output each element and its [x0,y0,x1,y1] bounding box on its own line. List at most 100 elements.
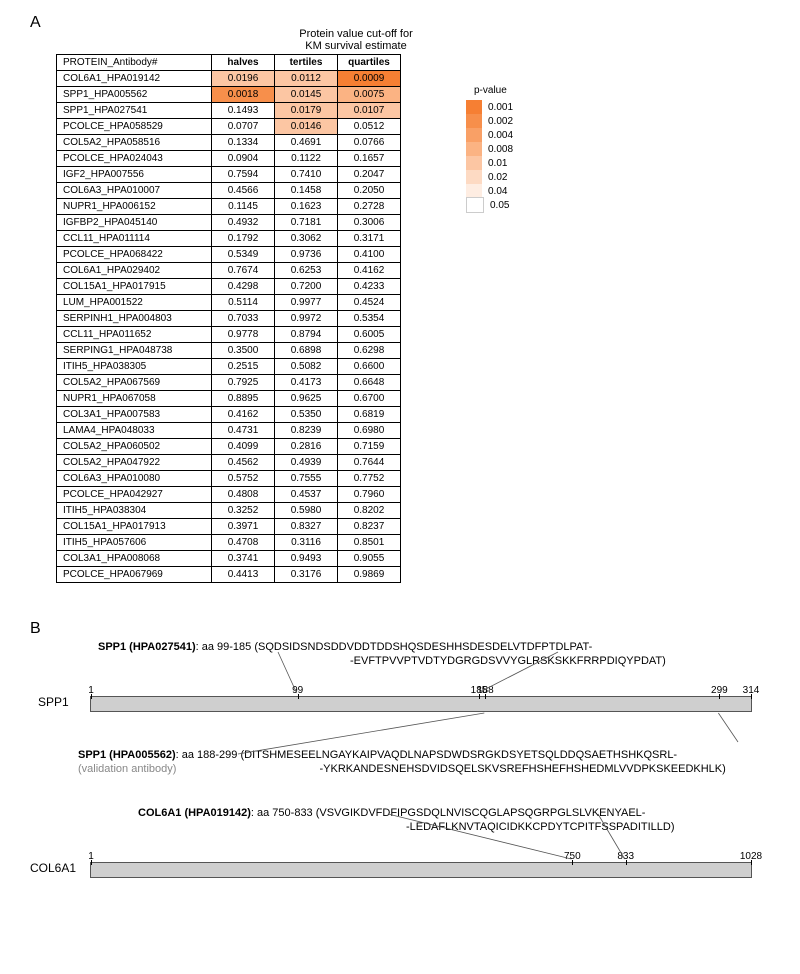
cell-quartiles: 0.2050 [338,183,401,199]
cell-halves: 0.2515 [212,359,275,375]
cell-halves: 0.8895 [212,391,275,407]
cell-halves: 0.3500 [212,343,275,359]
cell-quartiles: 0.6298 [338,343,401,359]
col6a1-ab-seq1: (VSVGIKDVFDFIPGSDQLNVISCQGLAPSQGRPGLSLVK… [316,807,646,819]
cell-quartiles: 0.7644 [338,455,401,471]
col6a1-ab-title: COL6A1 (HPA019142) [138,807,251,819]
cell-halves: 0.4566 [212,183,275,199]
tick-mark [91,860,92,865]
cell-tertiles: 0.3176 [275,567,338,583]
cell-halves: 0.4099 [212,439,275,455]
table-row: NUPR1_HPA0061520.11450.16230.2728 [57,199,401,215]
cell-halves: 0.1145 [212,199,275,215]
cell-halves: 0.3971 [212,519,275,535]
legend-swatch [466,197,484,213]
spp1-ab1-seq2: -EVFTPVVPTVDTYDGRGDSVVYGLRSKSKKFRRPDIQYP… [350,655,666,667]
cell-halves: 0.1334 [212,135,275,151]
cell-protein: LAMA4_HPA048033 [57,423,212,439]
cell-protein: COL6A1_HPA019142 [57,71,212,87]
cell-tertiles: 0.9972 [275,311,338,327]
cell-protein: IGFBP2_HPA045140 [57,215,212,231]
table-row: COL15A1_HPA0179130.39710.83270.8237 [57,519,401,535]
cell-halves: 0.4731 [212,423,275,439]
cell-halves: 0.0018 [212,87,275,103]
cell-quartiles: 0.0009 [338,71,401,87]
cell-halves: 0.0196 [212,71,275,87]
legend-row: 0.02 [466,170,513,184]
spp1-name: SPP1 [38,695,69,709]
cell-quartiles: 0.1657 [338,151,401,167]
legend-swatch [466,128,482,142]
cell-halves: 0.7925 [212,375,275,391]
legend-label: 0.001 [488,102,513,113]
tick-mark [485,694,486,699]
cell-halves: 0.1792 [212,231,275,247]
table-row: PCOLCE_HPA0240430.09040.11220.1657 [57,151,401,167]
cell-protein: COL3A1_HPA008068 [57,551,212,567]
cell-quartiles: 0.0107 [338,103,401,119]
legend-swatch [466,114,482,128]
cell-halves: 0.4808 [212,487,275,503]
cell-tertiles: 0.1623 [275,199,338,215]
table-row: COL5A2_HPA0585160.13340.46910.0766 [57,135,401,151]
col6a1-ab-range: : aa 750-833 [251,807,316,819]
cell-quartiles: 0.6819 [338,407,401,423]
legend-label: 0.05 [490,200,509,211]
cell-tertiles: 0.1458 [275,183,338,199]
km-table: PROTEIN_Antibody# halves tertiles quarti… [56,54,401,583]
cell-quartiles: 0.5354 [338,311,401,327]
legend-row: 0.004 [466,128,513,142]
cell-protein: CCL11_HPA011114 [57,231,212,247]
cell-tertiles: 0.8794 [275,327,338,343]
cell-tertiles: 0.9977 [275,295,338,311]
table-row: COL3A1_HPA0080680.37410.94930.9055 [57,551,401,567]
cell-protein: SPP1_HPA005562 [57,87,212,103]
table-row: ITIH5_HPA0383040.32520.59800.8202 [57,503,401,519]
cell-halves: 0.0904 [212,151,275,167]
legend-label: 0.008 [488,144,513,155]
cell-protein: ITIH5_HPA038304 [57,503,212,519]
table-title-line2: KM survival estimate [305,40,406,52]
cell-protein: SERPINH1_HPA004803 [57,311,212,327]
cell-quartiles: 0.3006 [338,215,401,231]
cell-halves: 0.7674 [212,263,275,279]
cell-protein: COL6A1_HPA029402 [57,263,212,279]
spp1-bar-wrap: SPP1 199185188299314 [90,696,762,712]
cell-quartiles: 0.4100 [338,247,401,263]
table-row: COL15A1_HPA0179150.42980.72000.4233 [57,279,401,295]
table-row: SPP1_HPA0055620.00180.01450.0075 [57,87,401,103]
cell-tertiles: 0.0146 [275,119,338,135]
col-halves: halves [212,55,275,71]
legend-row: 0.01 [466,156,513,170]
tick-mark [572,860,573,865]
table-row: IGFBP2_HPA0451400.49320.71810.3006 [57,215,401,231]
legend-row: 0.04 [466,184,513,198]
cell-tertiles: 0.7200 [275,279,338,295]
cell-tertiles: 0.3116 [275,535,338,551]
cell-quartiles: 0.3171 [338,231,401,247]
cell-halves: 0.9778 [212,327,275,343]
cell-tertiles: 0.4173 [275,375,338,391]
cell-tertiles: 0.9493 [275,551,338,567]
legend-label: 0.04 [488,186,507,197]
table-row: SERPING1_HPA0487380.35000.68980.6298 [57,343,401,359]
cell-halves: 0.4162 [212,407,275,423]
cell-halves: 0.4562 [212,455,275,471]
cell-tertiles: 0.9736 [275,247,338,263]
legend-row: 0.05 [466,198,513,212]
cell-protein: PCOLCE_HPA042927 [57,487,212,503]
legend-row: 0.001 [466,100,513,114]
cell-tertiles: 0.1122 [275,151,338,167]
cell-halves: 0.0707 [212,119,275,135]
cell-quartiles: 0.9055 [338,551,401,567]
cell-quartiles: 0.4524 [338,295,401,311]
cell-protein: COL6A3_HPA010080 [57,471,212,487]
table-row: IGF2_HPA0075560.75940.74100.2047 [57,167,401,183]
tick-mark [751,694,752,699]
table-header-row: PROTEIN_Antibody# halves tertiles quarti… [57,55,401,71]
col6a1-bar: 17508331028 [90,862,752,878]
tick-mark [719,694,720,699]
cell-halves: 0.5349 [212,247,275,263]
cell-tertiles: 0.2816 [275,439,338,455]
cell-protein: NUPR1_HPA006152 [57,199,212,215]
